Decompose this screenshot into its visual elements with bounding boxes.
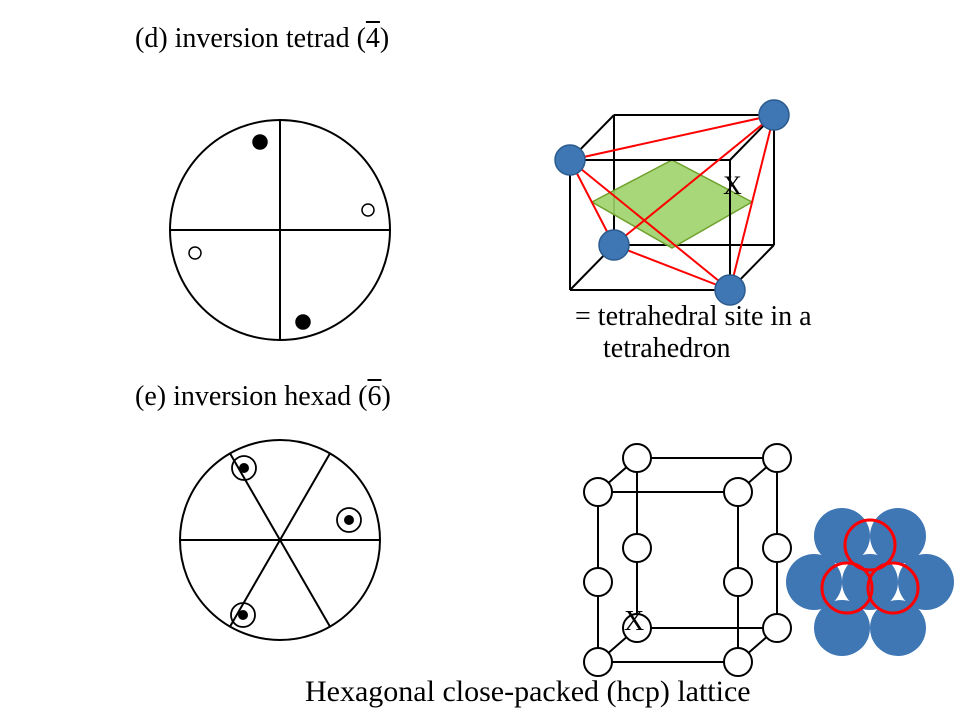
hcp-packing-icon bbox=[0, 0, 960, 720]
hcp-caption: Hexagonal close-packed (hcp) lattice bbox=[305, 674, 751, 710]
